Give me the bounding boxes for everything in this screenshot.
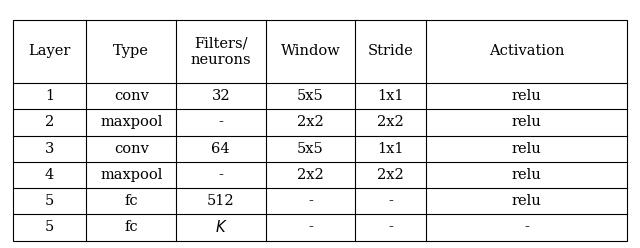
Text: maxpool: maxpool [100, 168, 163, 182]
Text: -: - [388, 220, 393, 234]
Text: -: - [524, 220, 529, 234]
Text: Layer: Layer [28, 44, 71, 59]
Text: Window: Window [280, 44, 340, 59]
Text: 5: 5 [45, 220, 54, 234]
Text: -: - [308, 220, 313, 234]
Text: 2: 2 [45, 116, 54, 129]
Text: 32: 32 [211, 89, 230, 103]
Text: 2x2: 2x2 [297, 168, 324, 182]
Text: $\mathit{K}$: $\mathit{K}$ [214, 219, 227, 235]
Text: fc: fc [124, 194, 138, 208]
Text: 1x1: 1x1 [377, 89, 404, 103]
Text: 2x2: 2x2 [297, 116, 324, 129]
Text: fc: fc [124, 220, 138, 234]
Text: relu: relu [511, 116, 541, 129]
Text: 5x5: 5x5 [297, 142, 324, 156]
Text: 1x1: 1x1 [377, 142, 404, 156]
Text: -: - [308, 194, 313, 208]
Text: -: - [388, 194, 393, 208]
Text: 64: 64 [211, 142, 230, 156]
Text: Activation: Activation [489, 44, 564, 59]
Text: relu: relu [511, 142, 541, 156]
Text: 2x2: 2x2 [377, 168, 404, 182]
Text: 512: 512 [207, 194, 235, 208]
Text: 5x5: 5x5 [297, 89, 324, 103]
Text: relu: relu [511, 194, 541, 208]
Text: maxpool: maxpool [100, 116, 163, 129]
Text: 4: 4 [45, 168, 54, 182]
Text: 1: 1 [45, 89, 54, 103]
Bar [13, 20, 627, 241]
Text: 5: 5 [45, 194, 54, 208]
Text: Filters/
neurons: Filters/ neurons [191, 36, 251, 66]
Text: relu: relu [511, 168, 541, 182]
Text: conv: conv [114, 142, 148, 156]
Text: 2x2: 2x2 [377, 116, 404, 129]
Text: 3: 3 [45, 142, 54, 156]
Text: -: - [218, 116, 223, 129]
Text: relu: relu [511, 89, 541, 103]
Text: -: - [218, 168, 223, 182]
Text: conv: conv [114, 89, 148, 103]
Text: Type: Type [113, 44, 149, 59]
Text: Stride: Stride [367, 44, 413, 59]
